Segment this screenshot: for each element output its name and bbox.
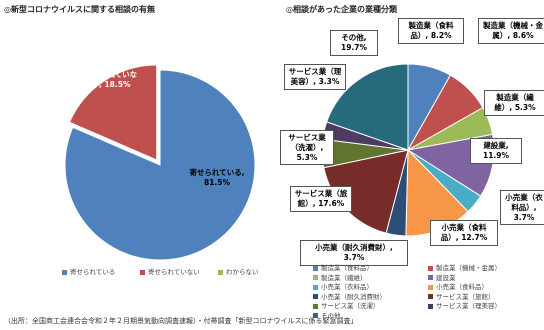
legend-swatch bbox=[428, 284, 433, 290]
legend-swatch bbox=[313, 284, 318, 290]
legend-swatch bbox=[140, 269, 145, 275]
data-label: 寄せられていない, 18.5% bbox=[84, 70, 138, 89]
legend-label: わからない bbox=[226, 268, 259, 276]
data-label: 小売業（衣料品）, 3.7% bbox=[500, 190, 544, 226]
legend-entry: 製造業（繊維） bbox=[313, 272, 367, 282]
legend-label: 製造業（食料品） bbox=[321, 264, 373, 272]
pie-slice bbox=[326, 63, 409, 151]
data-label: 小売業（食料品）, 12.7% bbox=[430, 220, 498, 246]
legend-entry: 小売業（食料品） bbox=[428, 281, 488, 291]
legend-entry: 寄せられていない bbox=[140, 266, 200, 276]
data-label: 製造業（繊維）, 5.3% bbox=[484, 90, 544, 116]
legend-label: 小売業（食料品） bbox=[436, 283, 488, 291]
data-label: 小売業（耐久消費財）, 3.7% bbox=[300, 240, 408, 266]
legend-entry: サービス業（洗濯） bbox=[313, 300, 380, 310]
legend-entry: サービス業（旅館） bbox=[428, 291, 495, 301]
legend-entry: 製造業（食料品） bbox=[313, 262, 373, 272]
legend-label: 小売業（耐久消費財） bbox=[321, 292, 386, 301]
legend-label: その他 bbox=[321, 311, 341, 320]
pie-slice bbox=[64, 69, 256, 261]
data-label: 製造業（機械・金属）, 8.6% bbox=[478, 18, 544, 44]
legend-swatch bbox=[428, 265, 433, 271]
legend-swatch bbox=[313, 275, 318, 280]
data-label: その他, 19.7% bbox=[330, 30, 378, 56]
legend-label: 寄せられていない bbox=[148, 268, 200, 276]
data-label: 寄せられている, 81.5% bbox=[189, 168, 245, 187]
legend-label: 建設業 bbox=[436, 273, 456, 282]
legend-label: 製造業（繊維） bbox=[321, 273, 367, 282]
data-label: サービス業（旅館）, 17.6% bbox=[290, 186, 352, 212]
legend-label: サービス業（理美容） bbox=[436, 302, 501, 310]
data-label: 建設業, 11.9% bbox=[470, 138, 522, 164]
legend-label: 小売業（衣料品） bbox=[321, 283, 373, 291]
legend-swatch bbox=[313, 303, 318, 309]
legend-swatch bbox=[428, 303, 433, 309]
chart-title: ◎相談があった企業の業種分類 bbox=[286, 5, 397, 14]
legend-entry: サービス業（理美容） bbox=[428, 300, 501, 310]
footnote: （出所：全国商工会連合会令和２年２月期景気動向調査速報）・付帯調査「新型コロナウ… bbox=[4, 317, 358, 325]
pie-slice bbox=[68, 64, 158, 161]
legend-label: サービス業（旅館） bbox=[436, 292, 495, 301]
legend-entry: 寄せられている bbox=[62, 266, 115, 276]
legend-swatch bbox=[218, 269, 223, 275]
legend-entry: その他 bbox=[313, 310, 341, 320]
legend-swatch bbox=[428, 275, 433, 280]
legend-entry: 製造業（機械・金属） bbox=[428, 262, 501, 272]
legend-label: 寄せられている bbox=[70, 268, 116, 276]
legend-entry: 小売業（耐久消費財） bbox=[313, 291, 386, 301]
data-label: サービス業（洗濯）, 5.3% bbox=[280, 130, 334, 166]
legend-swatch bbox=[428, 294, 433, 299]
legend-entry: わからない bbox=[218, 266, 259, 276]
legend-label: 製造業（機械・金属） bbox=[436, 264, 501, 272]
legend-entry: 建設業 bbox=[428, 272, 456, 282]
chart-title: ◎新型コロナウイルスに関する相談の有無 bbox=[4, 5, 155, 14]
legend-swatch bbox=[62, 269, 67, 275]
data-label: サービス業（理美容）, 3.3% bbox=[284, 64, 346, 90]
data-label: 製造業（食料品）, 8.2% bbox=[398, 18, 464, 44]
legend-entry: 小売業（衣料品） bbox=[313, 281, 373, 291]
legend-swatch bbox=[313, 265, 318, 271]
legend-label: サービス業（洗濯） bbox=[321, 302, 380, 310]
legend-swatch bbox=[313, 313, 318, 318]
legend-swatch bbox=[313, 294, 318, 299]
